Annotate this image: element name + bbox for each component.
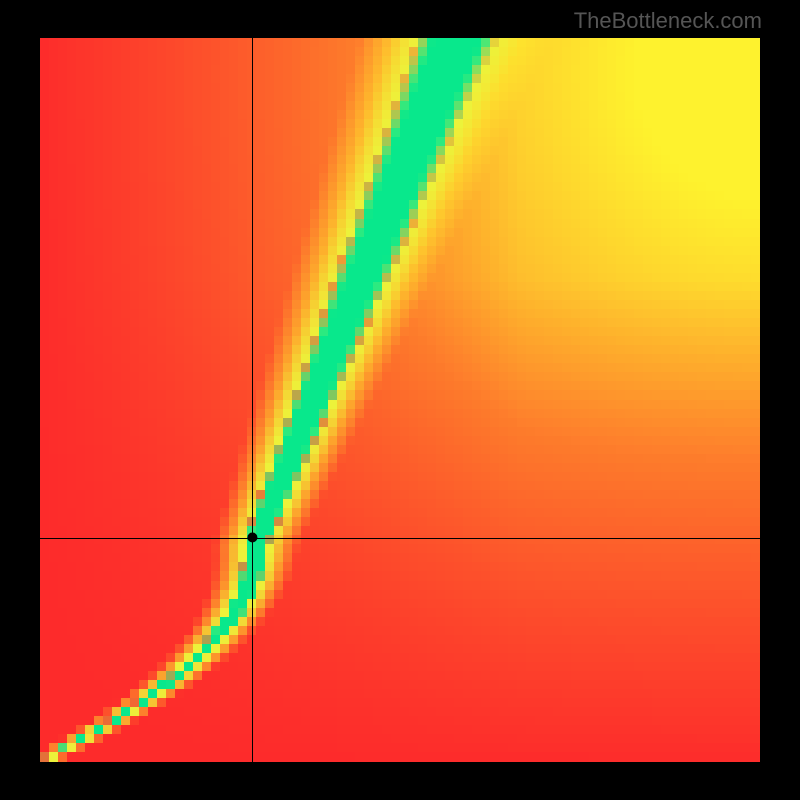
chart-container: TheBottleneck.com — [0, 0, 800, 800]
bottleneck-heatmap — [40, 38, 760, 762]
watermark-text: TheBottleneck.com — [574, 8, 762, 34]
